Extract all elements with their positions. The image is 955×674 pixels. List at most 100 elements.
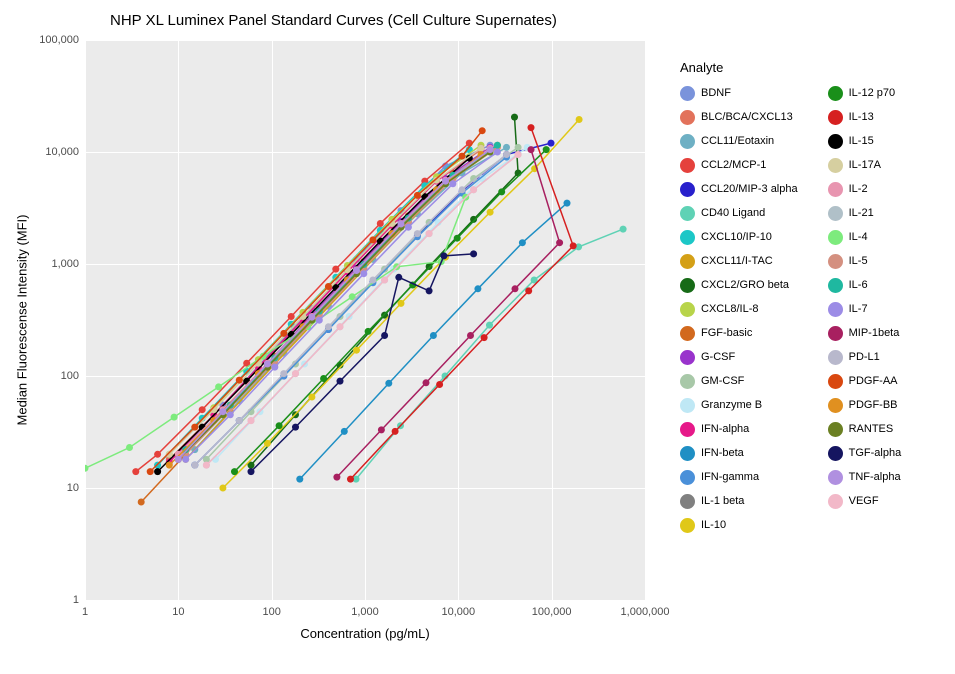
- series-point: [511, 114, 518, 121]
- legend-label: MIP-1beta: [849, 327, 900, 339]
- legend-item: RANTES: [828, 419, 902, 439]
- series-point: [219, 485, 226, 492]
- legend-item: IL-2: [828, 179, 902, 199]
- legend-swatch: [680, 110, 695, 125]
- legend-item: CXCL11/I-TAC: [680, 251, 798, 271]
- series-point: [414, 192, 421, 199]
- series-point: [570, 242, 577, 249]
- series-point: [236, 417, 243, 424]
- legend-label: IL-13: [849, 111, 874, 123]
- legend-item: IL-13: [828, 107, 902, 127]
- legend-item: CCL20/MIP-3 alpha: [680, 179, 798, 199]
- series-point: [487, 146, 494, 153]
- gridline-v: [645, 40, 646, 600]
- series-line: [337, 150, 560, 478]
- x-tick-label: 10,000: [442, 606, 476, 618]
- x-tick-label: 1,000,000: [621, 606, 670, 618]
- legend-item: IL-4: [828, 227, 902, 247]
- legend-label: CXCL11/I-TAC: [701, 255, 773, 267]
- legend-item: IFN-gamma: [680, 467, 798, 487]
- legend-swatch: [828, 470, 843, 485]
- series-point: [556, 239, 563, 246]
- series-point: [236, 377, 243, 384]
- legend-item: VEGF: [828, 491, 902, 511]
- legend-item: IL-21: [828, 203, 902, 223]
- y-tick-label: 1,000: [51, 258, 79, 270]
- series-point: [325, 283, 332, 290]
- series-point: [341, 428, 348, 435]
- legend-item: IL-6: [828, 275, 902, 295]
- series-point: [203, 462, 210, 469]
- legend-swatch: [680, 254, 695, 269]
- legend-label: PD-L1: [849, 351, 880, 363]
- series-point: [337, 323, 344, 330]
- legend-label: GM-CSF: [701, 375, 744, 387]
- legend-swatch: [680, 350, 695, 365]
- series-point: [347, 476, 354, 483]
- legend-label: CCL11/Eotaxin: [701, 135, 774, 147]
- series-point: [548, 140, 555, 147]
- series-point: [85, 465, 89, 472]
- legend-columns: BDNFBLC/BCA/CXCL13CCL11/EotaxinCCL2/MCP-…: [680, 83, 940, 539]
- legend-swatch: [828, 494, 843, 509]
- series-point: [248, 417, 255, 424]
- legend-label: IL-2: [849, 183, 868, 195]
- y-tick-label: 1: [73, 594, 79, 606]
- series-point: [525, 287, 532, 294]
- legend-swatch: [828, 158, 843, 173]
- legend-label: IFN-beta: [701, 447, 744, 459]
- legend-item: IL-5: [828, 251, 902, 271]
- legend-item: IL-15: [828, 131, 902, 151]
- series-point: [332, 266, 339, 273]
- legend-swatch: [828, 254, 843, 269]
- series-point: [182, 456, 189, 463]
- series-point: [576, 116, 583, 123]
- legend-label: IFN-gamma: [701, 471, 759, 483]
- legend-swatch: [680, 470, 695, 485]
- x-tick-label: 100,000: [532, 606, 572, 618]
- legend-swatch: [828, 230, 843, 245]
- legend-label: BDNF: [701, 87, 731, 99]
- series-point: [385, 380, 392, 387]
- legend-swatch: [828, 182, 843, 197]
- series-point: [620, 226, 627, 233]
- series-line: [195, 143, 551, 465]
- series-point: [503, 144, 510, 151]
- series-point: [248, 468, 255, 475]
- series-point: [467, 332, 474, 339]
- series-point: [479, 127, 486, 134]
- series-point: [333, 474, 340, 481]
- legend-label: IL-10: [701, 519, 726, 531]
- series-point: [442, 178, 449, 185]
- series-point: [308, 314, 315, 321]
- series-point: [426, 287, 433, 294]
- legend-swatch: [680, 302, 695, 317]
- series-point: [199, 406, 206, 413]
- series-point: [288, 313, 295, 320]
- series-point: [271, 364, 278, 371]
- series-point: [316, 317, 323, 324]
- series-point: [337, 378, 344, 385]
- series-point: [392, 428, 399, 435]
- series-point: [515, 151, 522, 158]
- series-point: [280, 330, 287, 337]
- series-point: [296, 476, 303, 483]
- legend-swatch: [680, 422, 695, 437]
- y-tick-label: 100,000: [39, 34, 79, 46]
- series-point: [515, 144, 522, 151]
- legend: Analyte BDNFBLC/BCA/CXCL13CCL11/EotaxinC…: [680, 60, 940, 539]
- legend-label: PDGF-BB: [849, 399, 898, 411]
- legend-item: BLC/BCA/CXCL13: [680, 107, 798, 127]
- series-point: [395, 274, 402, 281]
- legend-swatch: [828, 110, 843, 125]
- series-point: [191, 424, 198, 431]
- series-point: [564, 200, 571, 207]
- legend-swatch: [680, 134, 695, 149]
- legend-swatch: [680, 398, 695, 413]
- x-tick-label: 1: [82, 606, 88, 618]
- legend-label: G-CSF: [701, 351, 735, 363]
- legend-item: CCL11/Eotaxin: [680, 131, 798, 151]
- y-tick-label: 10,000: [45, 146, 79, 158]
- legend-swatch: [680, 446, 695, 461]
- legend-swatch: [828, 302, 843, 317]
